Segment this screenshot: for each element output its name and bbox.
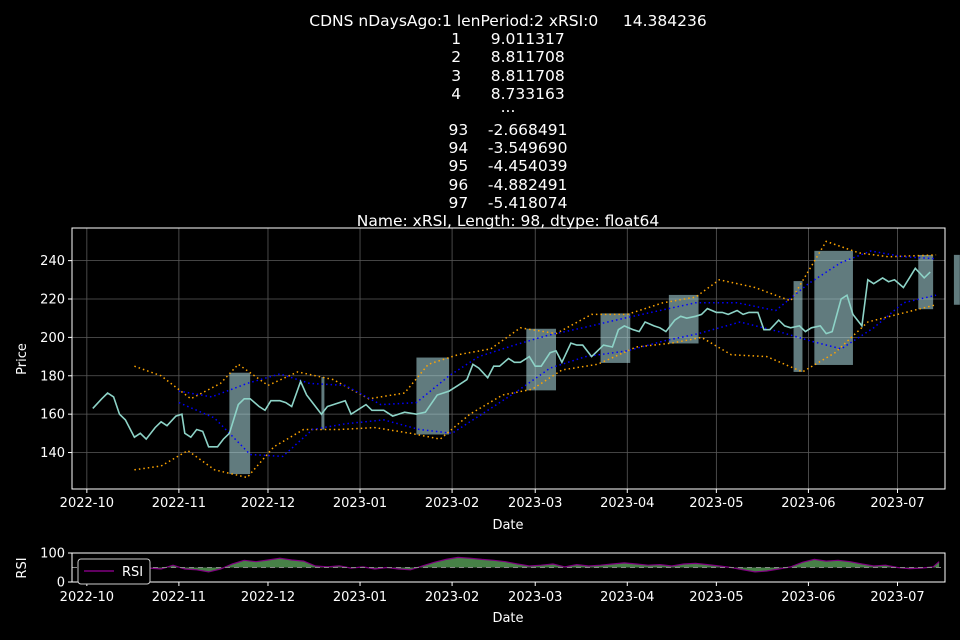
x-tick-label: 2023-02	[425, 496, 479, 511]
legend-entry-rsi: RSI	[122, 565, 143, 580]
price-line	[92, 266, 931, 448]
title-line: 93 -2.668491	[448, 121, 568, 140]
y-tick-label: 200	[40, 331, 65, 346]
x-tick-label: 2023-01	[333, 496, 387, 511]
title-line: Name: xRSI, Length: 98, dtype: float64	[356, 212, 660, 231]
shaded-region	[416, 357, 450, 435]
rsi-axes-frame	[71, 552, 946, 583]
chart-title: CDNS nDaysAgo:1 lenPeriod:2 xRSI:0 14.38…	[0, 12, 960, 230]
rsi-x-tick-label: 2023-04	[600, 590, 654, 605]
rsi-xlabel: Date	[492, 611, 523, 626]
price-axes: 2022-10 2022-11 2022-12 2023-01 2023-02 2023-…	[40, 227, 960, 511]
inner-upper-band	[178, 250, 937, 406]
shaded-region	[814, 250, 853, 365]
title-line: 3 8.811708	[451, 66, 565, 85]
y-tick-label: 180	[40, 369, 65, 384]
x-tick-label: 2022-11	[152, 496, 206, 511]
title-line: CDNS nDaysAgo:1 lenPeriod:2 xRSI:0 14.38…	[309, 12, 707, 30]
x-tick-label: 2022-12	[241, 496, 295, 511]
rsi-y-tick-label: 100	[40, 547, 65, 562]
shaded-region	[668, 294, 699, 344]
x-tick-label: 2023-07	[870, 496, 924, 511]
rsi-area	[137, 557, 940, 572]
rsi-x-tick-label: 2022-11	[152, 590, 206, 605]
title-line: 4 8.733163	[451, 84, 565, 103]
rsi-legend: RSI	[77, 558, 151, 585]
x-tick-label: 2023-03	[508, 496, 562, 511]
title-line: ...	[500, 98, 516, 117]
title-line: 97 -5.418074	[448, 193, 568, 212]
shaded-region	[321, 377, 325, 430]
title-line: 1 9.011317	[451, 30, 565, 49]
y-tick-label: 140	[40, 446, 65, 461]
rsi-x-tick-label: 2023-07	[870, 590, 924, 605]
rsi-axes: 2022-10 2022-11 2022-12 2023-01 2023-02 2023-…	[40, 547, 946, 605]
price-xlabel: Date	[492, 518, 523, 533]
title-line: 95 -4.454039	[448, 157, 568, 176]
title-line: 94 -3.549690	[448, 139, 568, 158]
rsi-x-tick-label: 2023-06	[781, 590, 835, 605]
rsi-x-tick-label: 2023-01	[333, 590, 387, 605]
rsi-x-tick-label: 2023-03	[508, 590, 562, 605]
x-tick-label: 2023-06	[781, 496, 835, 511]
y-tick-label: 220	[40, 293, 65, 308]
rsi-y-tick-label: 0	[57, 576, 65, 591]
rsi-x-tick-label: 2022-12	[241, 590, 295, 605]
y-tick-label: 240	[40, 254, 65, 269]
inner-lower-band	[178, 294, 937, 458]
rsi-ylabel: RSI	[15, 557, 30, 578]
price-ylabel: Price	[15, 343, 30, 375]
rsi-x-tick-label: 2023-05	[689, 590, 743, 605]
y-tick-label: 160	[40, 408, 65, 423]
x-tick-label: 2023-05	[689, 496, 743, 511]
rsi-x-tick-label: 2023-02	[425, 590, 479, 605]
title-line: 2 8.811708	[451, 48, 565, 67]
title-line: 96 -4.882491	[448, 175, 568, 194]
outer-lower-band	[134, 304, 937, 479]
price-axes-frame	[71, 227, 946, 490]
shaded-region	[918, 254, 934, 310]
x-tick-label: 2022-10	[60, 496, 114, 511]
outer-upper-band	[134, 240, 937, 400]
rsi-line	[137, 556, 940, 573]
rsi-x-tick-label: 2022-10	[60, 590, 114, 605]
x-tick-label: 2023-04	[600, 496, 654, 511]
shaded-region	[953, 254, 960, 305]
